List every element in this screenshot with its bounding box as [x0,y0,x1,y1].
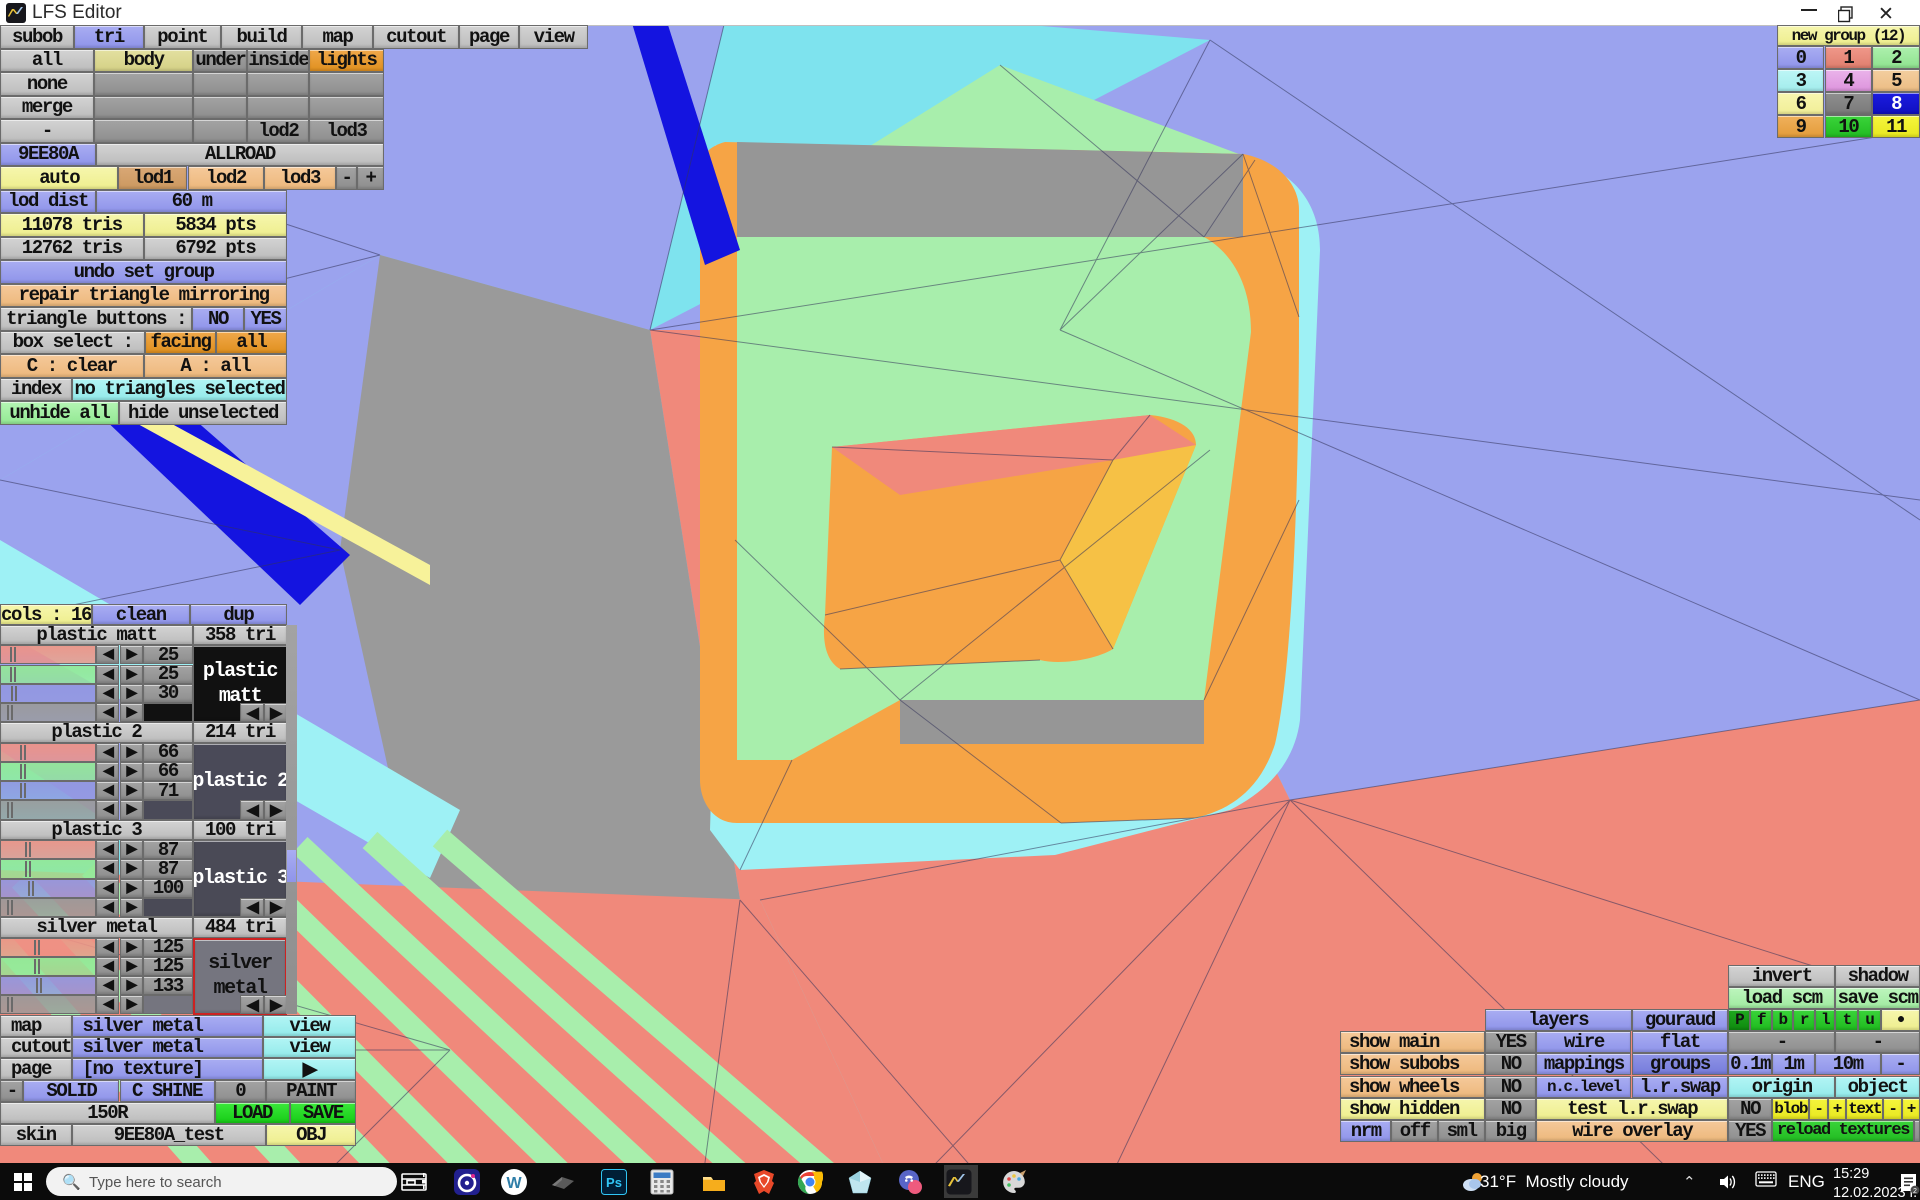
svg-text:W: W [506,1175,522,1192]
svg-text:Ps: Ps [606,1175,622,1190]
svg-text:2: 2 [1913,1188,1917,1194]
